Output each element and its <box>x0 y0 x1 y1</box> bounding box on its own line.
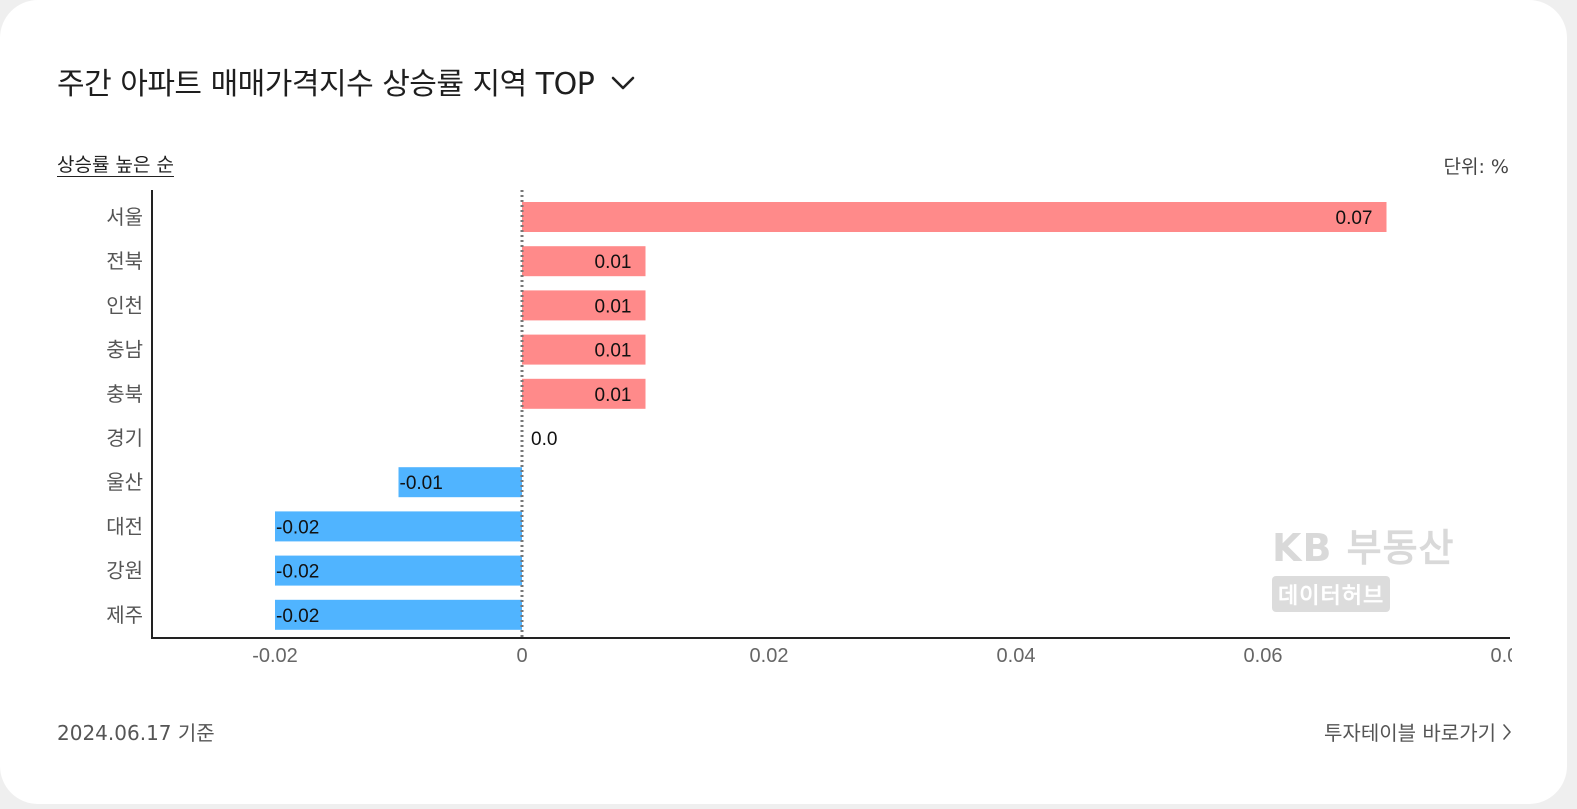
bar <box>275 599 522 630</box>
data-label: -0.01 <box>400 473 443 494</box>
bar <box>275 511 522 542</box>
investment-table-link-label: 투자테이블 바로가기 <box>1324 721 1496 745</box>
category-label: 전북 <box>106 249 143 273</box>
bar <box>522 202 1387 232</box>
data-label: 0.01 <box>595 341 632 362</box>
watermark-line2: 데이터허브 <box>1272 576 1391 612</box>
category-label: 충북 <box>106 382 143 406</box>
unit-label: 단위: % <box>1443 156 1509 178</box>
bar <box>275 555 522 586</box>
bar <box>522 334 646 365</box>
data-label: 0.01 <box>595 252 632 273</box>
data-label: -0.02 <box>276 562 319 583</box>
chevron-right-icon <box>1503 723 1511 740</box>
bar <box>522 290 646 321</box>
chevron-down-icon[interactable] <box>610 75 636 91</box>
reference-date: 2024.06.17 기준 <box>57 721 215 745</box>
category-label: 대전 <box>106 514 143 538</box>
data-label: 0.01 <box>595 385 632 406</box>
x-tick-label: 0.08 <box>1491 645 1530 667</box>
data-label: -0.02 <box>276 517 319 538</box>
data-label: 0.01 <box>595 296 632 317</box>
x-tick-label: 0.04 <box>997 645 1036 667</box>
x-tick-label: 0.02 <box>750 645 789 667</box>
x-tick-label: 0 <box>516 645 527 667</box>
sort-order-button[interactable]: 상승률 높은 순 <box>57 154 174 176</box>
bar <box>398 467 522 498</box>
bar-chart: 서울 0.07 전북 0.01 인천 0.01 충남 0.01 충북 0.01 경기 0.0 울산 -0.… <box>106 190 1530 667</box>
page-title: 주간 아파트 매매가격지수 상승률 지역 TOP <box>57 67 595 102</box>
data-label: 0.07 <box>1336 208 1373 229</box>
category-label: 제주 <box>106 603 143 627</box>
data-label: 0.0 <box>531 429 557 450</box>
category-label: 강원 <box>106 559 143 583</box>
kb-logo-watermark: KB 부동산 데이터허브 <box>1272 517 1455 612</box>
x-tick-label: -0.02 <box>252 645 298 667</box>
category-label: 인천 <box>106 293 143 317</box>
bar <box>522 246 646 277</box>
category-label: 서울 <box>106 205 143 229</box>
bar <box>522 378 646 409</box>
data-label: -0.02 <box>276 606 319 627</box>
category-label: 경기 <box>106 426 143 450</box>
category-label: 울산 <box>106 470 143 494</box>
title-dropdown[interactable]: 주간 아파트 매매가격지수 상승률 지역 TOP <box>57 56 636 106</box>
category-label: 충남 <box>106 338 143 362</box>
x-tick-label: 0.06 <box>1244 645 1283 667</box>
investment-table-link[interactable]: 투자테이블 바로가기 <box>1324 717 1512 746</box>
watermark-line1: KB 부동산 <box>1272 526 1455 570</box>
